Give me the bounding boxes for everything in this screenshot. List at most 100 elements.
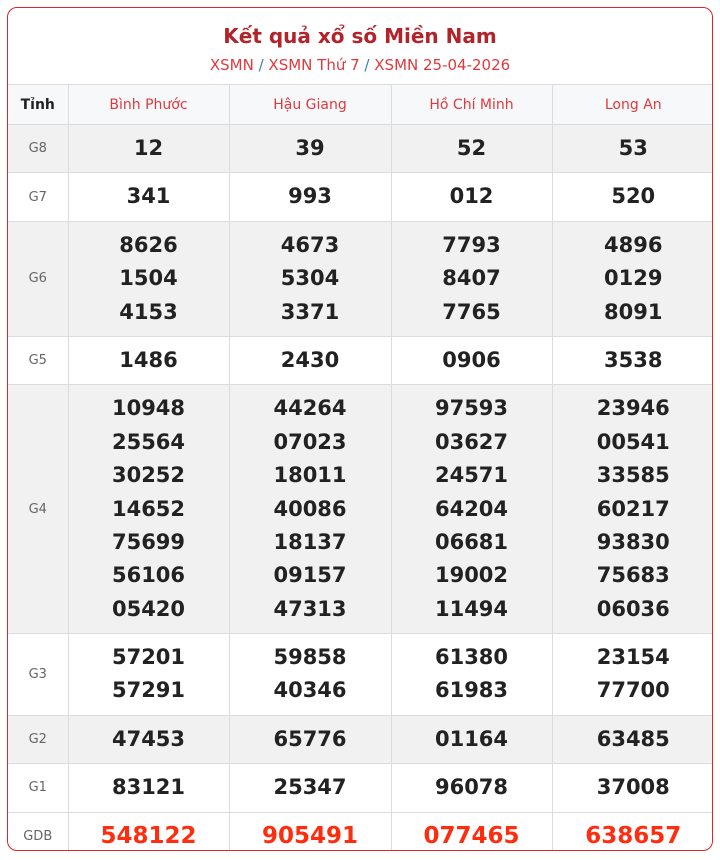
prize-row-g5: G5 1486 2430 0906 3538: [8, 335, 712, 386]
prize-number: 0129: [604, 266, 663, 291]
prize-number: 75683: [596, 563, 670, 588]
prize-cell: 39: [228, 123, 392, 174]
prize-cell: 905491: [228, 811, 392, 850]
prize-cell: 341: [67, 172, 230, 222]
prize-number: 93830: [596, 529, 670, 554]
prize-number: 24571: [434, 463, 509, 488]
breadcrumb-separator: /: [364, 56, 370, 74]
prize-number: 63485: [596, 726, 670, 751]
prize-number: 10948: [111, 396, 186, 421]
prize-label: G6: [8, 220, 69, 337]
prize-number: 83121: [111, 775, 186, 800]
prize-row-g8: G8 12 39 52 53: [8, 123, 712, 174]
prize-number: 06036: [596, 596, 670, 621]
prize-number: 59858: [273, 645, 347, 670]
prize-cell: 37008: [551, 763, 712, 813]
prize-cell: 2430: [228, 335, 392, 386]
prize-cell: 638657: [551, 811, 712, 850]
prize-number: 37008: [596, 775, 670, 800]
prize-number: 8407: [442, 266, 501, 291]
prize-number: 993: [288, 184, 332, 209]
prize-cell: 1486: [67, 335, 230, 386]
province-long-an[interactable]: Long An: [551, 84, 712, 125]
prize-number: 8091: [604, 299, 663, 324]
prize-cell: 52: [390, 123, 553, 174]
prize-number: 01164: [434, 726, 509, 751]
prize-number: 8626: [119, 232, 178, 257]
breadcrumb: XSMN / XSMN Thứ 7 / XSMN 25-04-2026: [8, 54, 712, 76]
prize-number: 30252: [111, 463, 186, 488]
province-ho-chi-minh[interactable]: Hồ Chí Minh: [390, 84, 553, 125]
prize-cell: 548122: [67, 811, 230, 850]
prize-number: 0906: [442, 347, 501, 372]
prize-cell: 012: [390, 172, 553, 222]
prize-number: 520: [611, 184, 656, 209]
province-binh-phuoc[interactable]: Bình Phước: [67, 84, 230, 125]
prize-label: G1: [8, 763, 69, 813]
prize-number: 4673: [280, 232, 340, 257]
province-label-header: Tỉnh: [8, 84, 69, 125]
prize-number: 33585: [596, 463, 670, 488]
prize-number: 97593: [434, 396, 509, 421]
special-prize-number: 077465: [423, 822, 520, 849]
prize-cell: 96078: [390, 763, 553, 813]
prize-cell: 83121: [67, 763, 230, 813]
prize-cell: 10948 25564 30252 14652 75699 56106 05420: [67, 384, 230, 635]
prize-label: GDB: [8, 811, 69, 850]
prize-number: 07023: [273, 429, 347, 454]
prize-cell: 23154 77700: [551, 633, 712, 716]
prize-number: 47313: [273, 596, 347, 621]
prize-number: 3371: [280, 299, 340, 324]
prize-row-g1: G1 83121 25347 96078 37008: [8, 763, 712, 813]
prize-cell: 993: [228, 172, 392, 222]
prize-number: 012: [449, 184, 494, 209]
prize-cell: 57201 57291: [67, 633, 230, 716]
prize-number: 25564: [111, 429, 186, 454]
prize-number: 61983: [434, 678, 509, 703]
prize-label: G7: [8, 172, 69, 222]
prize-number: 57291: [111, 678, 186, 703]
prize-number: 18137: [273, 529, 347, 554]
prize-cell: 3538: [551, 335, 712, 386]
prize-number: 18011: [273, 463, 347, 488]
prize-number: 5304: [280, 266, 340, 291]
breadcrumb-xsmn-date[interactable]: XSMN 25-04-2026: [374, 56, 511, 74]
prize-number: 12: [133, 136, 164, 160]
prize-number: 341: [126, 184, 171, 209]
special-prize-number: 638657: [585, 822, 682, 849]
breadcrumb-xsmn[interactable]: XSMN: [209, 56, 254, 74]
results-card: Kết quả xổ số Miền Nam XSMN / XSMN Thứ 7…: [7, 7, 713, 851]
prize-cell: 8626 1504 4153: [67, 220, 230, 337]
special-prize-number: 905491: [261, 822, 359, 849]
prize-label: G3: [8, 633, 69, 716]
prize-number: 25347: [273, 775, 347, 800]
prize-cell: 25347: [228, 763, 392, 813]
prize-number: 40086: [273, 496, 347, 521]
prize-number: 3538: [604, 347, 663, 372]
prize-number: 23154: [596, 645, 670, 670]
prize-number: 65776: [273, 726, 347, 751]
prize-number: 2430: [280, 347, 340, 372]
prize-cell: 65776: [228, 714, 392, 765]
header-row: Tỉnh Bình Phước Hậu Giang Hồ Chí Minh Lo…: [8, 84, 712, 125]
prize-number: 52: [456, 136, 487, 160]
prize-cell: 23946 00541 33585 60217 93830 75683 06036: [551, 384, 712, 635]
prize-number: 39: [295, 136, 325, 160]
prize-label: G8: [8, 123, 69, 174]
breadcrumb-xsmn-thu-7[interactable]: XSMN Thứ 7: [268, 56, 360, 74]
prize-cell: 44264 07023 18011 40086 18137 09157 47313: [228, 384, 392, 635]
prize-number: 1486: [119, 347, 178, 372]
prize-number: 56106: [111, 563, 186, 588]
prize-number: 03627: [434, 429, 509, 454]
prize-cell: 47453: [67, 714, 230, 765]
prize-cell: 63485: [551, 714, 712, 765]
prize-row-g2: G2 47453 65776 01164 63485: [8, 714, 712, 765]
prize-number: 77700: [596, 678, 670, 703]
province-hau-giang[interactable]: Hậu Giang: [228, 84, 392, 125]
prize-cell: 077465: [390, 811, 553, 850]
prize-row-gdb: GDB 548122 905491 077465 638657: [8, 811, 712, 850]
prize-row-g3: G3 57201 57291 59858 40346 61380 61983 23154 777…: [8, 633, 712, 716]
results-body: G8 12 39 52 53 G7 341 993 012 520 G6 8626 1504 4153 46…: [8, 123, 712, 850]
prize-cell: 97593 03627 24571 64204 06681 19002 11494: [390, 384, 553, 635]
results-table: Tỉnh Bình Phước Hậu Giang Hồ Chí Minh Lo…: [8, 84, 712, 850]
